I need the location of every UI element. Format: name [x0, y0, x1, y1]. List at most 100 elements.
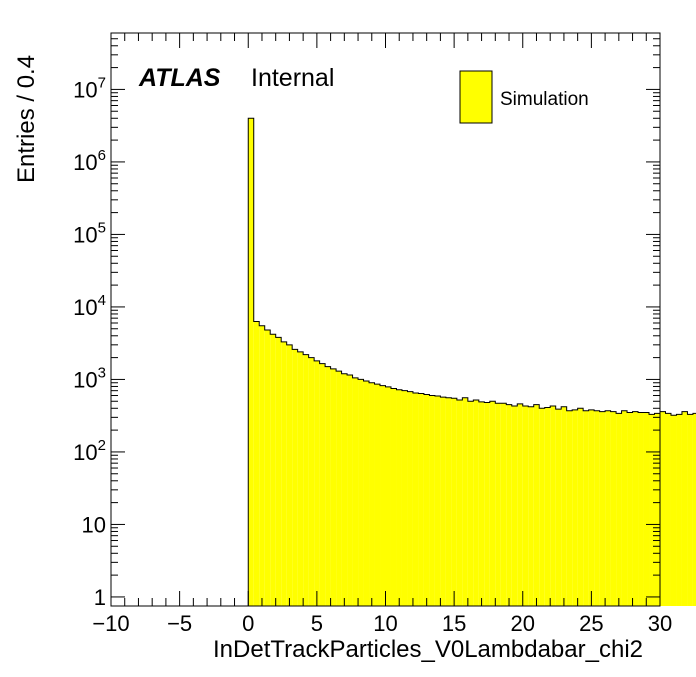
histogram-bar	[369, 382, 375, 606]
histogram-bar	[270, 334, 276, 606]
histogram-bar	[253, 321, 260, 606]
histogram-bar	[275, 337, 282, 606]
x-tick-label: 5	[311, 611, 323, 636]
x-tick-label: 10	[373, 611, 397, 636]
histogram-bar	[670, 415, 677, 606]
histogram-bar	[478, 401, 485, 606]
atlas-label: ATLAS	[138, 64, 221, 92]
histogram-bar	[429, 395, 435, 606]
histogram-bar	[336, 371, 342, 606]
y-tick-labels: 1 10 102 103 104 105 106 107	[73, 74, 106, 610]
histogram-bar	[489, 401, 496, 606]
histogram-bar	[292, 349, 298, 606]
x-tick-label: 25	[579, 611, 603, 636]
histogram-bar	[687, 414, 693, 606]
histogram-bar	[621, 410, 628, 606]
histogram-bar	[539, 408, 545, 606]
histogram-bar	[533, 404, 540, 606]
histogram-bar	[638, 412, 644, 606]
histogram-bar	[467, 401, 474, 606]
histogram-bar	[544, 407, 551, 606]
histogram-bar	[506, 404, 512, 606]
histogram-bar	[500, 403, 507, 606]
histogram-bar	[325, 366, 331, 606]
histogram-bar	[390, 388, 397, 606]
x-tick-label: 20	[511, 611, 535, 636]
histogram-bar	[594, 410, 600, 606]
histogram-bar	[632, 411, 639, 606]
histogram-bar	[555, 409, 562, 606]
histogram-bar	[259, 325, 265, 606]
status-label: Internal	[251, 64, 334, 92]
y-tick-label: 10	[82, 512, 106, 537]
histogram-bar	[281, 341, 287, 606]
histogram-bar	[401, 390, 408, 606]
histogram-bar	[643, 412, 650, 606]
histogram-bar	[308, 357, 315, 606]
histogram-bar	[319, 363, 326, 606]
histogram-bar	[264, 330, 271, 606]
histogram-bar	[588, 409, 595, 606]
histogram-bar	[660, 411, 666, 606]
histogram-bar	[358, 379, 364, 606]
histogram-bar	[627, 412, 633, 606]
histogram-bar	[303, 354, 309, 606]
histogram-bar	[616, 413, 622, 606]
histogram-bar	[445, 397, 452, 606]
histogram-bar	[610, 411, 617, 606]
histogram-bar	[374, 384, 381, 606]
histogram-bar	[561, 406, 567, 606]
x-tick-label: −10	[92, 611, 129, 636]
histogram-bar	[605, 410, 611, 606]
histogram-bar	[654, 413, 660, 606]
histogram-bar	[407, 391, 413, 606]
histogram-bar	[440, 397, 446, 606]
histogram-bar	[676, 414, 682, 606]
histogram-bar	[418, 393, 424, 606]
x-tick-labels: −10 −5 0 5 10 15 20 25 30	[92, 611, 672, 636]
histogram-bar	[692, 413, 696, 606]
histogram-bar	[473, 400, 479, 606]
y-tick-label: 106	[73, 147, 106, 175]
histogram-bar	[385, 386, 391, 606]
x-tick-label: 30	[648, 611, 672, 636]
axis-ticks	[110, 32, 661, 606]
histogram-bar	[511, 406, 518, 606]
x-axis-label: InDetTrackParticles_V0Lambdabar_chi2	[213, 636, 643, 663]
legend: Simulation	[459, 70, 589, 124]
histogram-bar	[583, 410, 589, 606]
histogram-bar	[522, 406, 529, 606]
histogram-bar	[456, 400, 463, 606]
histogram-bar	[566, 410, 573, 606]
y-tick-label: 102	[73, 437, 106, 465]
plot-frame	[110, 32, 661, 607]
histogram-bar	[681, 411, 688, 606]
x-tick-label: 0	[242, 611, 254, 636]
histogram-bar	[665, 413, 671, 606]
histogram-bar	[599, 411, 606, 606]
histogram-bar	[434, 396, 441, 606]
y-axis-label: Entries / 0.4	[13, 55, 40, 183]
histogram-bar	[412, 392, 419, 606]
histogram-bar	[248, 118, 254, 607]
y-tick-label: 107	[73, 74, 106, 102]
histogram-bar	[423, 394, 430, 606]
histogram-bar	[286, 344, 293, 606]
histogram-bar	[396, 389, 402, 606]
histogram-bars	[247, 117, 696, 607]
histogram-bar	[363, 381, 370, 606]
histogram-bar	[380, 385, 386, 606]
x-tick-label: 15	[442, 611, 466, 636]
legend-label: Simulation	[500, 89, 589, 110]
legend-swatch	[459, 70, 493, 124]
histogram-bar	[341, 373, 348, 606]
y-tick-label: 103	[73, 364, 106, 392]
histogram-bar	[314, 360, 320, 606]
y-tick-label: 105	[73, 219, 106, 247]
histogram-bar	[550, 406, 556, 606]
histogram-bar	[352, 377, 359, 606]
histogram-bar	[649, 414, 655, 606]
histogram-outline	[247, 117, 696, 606]
